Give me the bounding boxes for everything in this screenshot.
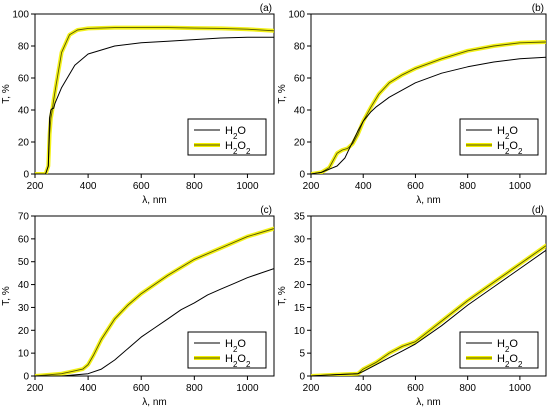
series-line-h2o: [311, 249, 546, 376]
x-tick-label: 600: [407, 181, 424, 192]
legend-box: [459, 118, 539, 156]
y-tick-label: 10: [294, 326, 306, 337]
series-line-h2o2: [311, 41, 546, 174]
x-tick-label: 1000: [236, 181, 259, 192]
x-tick-label: 600: [133, 383, 150, 394]
y-tick-label: 20: [18, 138, 30, 149]
plot-frame: [34, 13, 275, 175]
y-tick-label: 80: [294, 42, 306, 53]
x-axis-label: λ, nm: [142, 397, 166, 408]
series-group: [311, 40, 546, 174]
x-tick-label: 800: [459, 181, 476, 192]
chart-panel-4: 0 5 10 15 20 25 30 35 200 400 600 800 1000 λ, nm T, % (…: [277, 205, 547, 408]
y-tick-label: 0: [23, 372, 29, 383]
panel-label: (c): [260, 205, 272, 216]
y-tick-label: 100: [288, 10, 305, 21]
y-axis-label: T, %: [1, 84, 12, 104]
y-tick-label: 40: [294, 106, 306, 117]
x-tick-label: 400: [355, 383, 372, 394]
y-axis-label: T, %: [277, 286, 288, 306]
series-line-h2o: [35, 268, 274, 376]
panel-label: (a): [260, 3, 272, 14]
series-group: [35, 25, 274, 174]
x-tick-label: 200: [303, 383, 320, 394]
x-tick-label: 200: [27, 383, 44, 394]
y-axis-label: T, %: [1, 286, 12, 306]
y-tick-label: 0: [299, 372, 305, 383]
y-tick-label: 70: [18, 212, 30, 223]
legend-label-h2o: H2O: [225, 338, 246, 354]
y-tick-label: 80: [18, 42, 30, 53]
y-tick-label: 15: [294, 303, 306, 314]
legend-label-h2o: H2O: [225, 125, 246, 141]
y-tick-label: 60: [18, 234, 30, 245]
y-tick-label: 20: [294, 138, 306, 149]
y-tick-label: 30: [294, 234, 306, 245]
x-tick-label: 400: [80, 383, 97, 394]
x-tick-label: 200: [27, 181, 44, 192]
x-tick-label: 1000: [509, 181, 532, 192]
y-tick-label: 60: [294, 74, 306, 85]
y-tick-label: 20: [294, 280, 306, 291]
y-tick-label: 30: [18, 303, 30, 314]
series-line-h2o2: [35, 228, 274, 376]
y-tick-label: 10: [18, 349, 30, 360]
legend-label-h2o2: H2O2: [225, 353, 251, 369]
x-tick-label: 400: [80, 181, 97, 192]
y-tick-label: 0: [23, 170, 29, 181]
y-tick-label: 0: [299, 170, 305, 181]
x-tick-label: 600: [407, 383, 424, 394]
legend-box: [187, 331, 267, 369]
plot-frame: [310, 215, 547, 377]
legend-box: [459, 331, 539, 369]
chart-panel-2: 0 20 40 60 80 100 200 400 600 800 1000 λ, nm T, % (b)…: [277, 3, 547, 206]
y-tick-label: 35: [294, 212, 306, 223]
legend-label-h2o2: H2O2: [497, 140, 523, 156]
y-tick-label: 20: [18, 326, 30, 337]
legend-box: [187, 118, 267, 156]
y-axis-label: T, %: [277, 84, 288, 104]
series-group: [311, 243, 546, 376]
series-group: [35, 226, 274, 376]
x-tick-label: 200: [303, 181, 320, 192]
legend-label-h2o2: H2O2: [225, 140, 251, 156]
y-tick-label: 100: [12, 10, 29, 21]
chart-panel-1: 0 20 40 60 80 100 200 400 600 800 1000 λ, nm T, % (a)…: [1, 3, 275, 206]
x-tick-label: 1000: [509, 383, 532, 394]
x-tick-label: 1000: [236, 383, 259, 394]
x-axis-label: λ, nm: [416, 195, 440, 206]
y-tick-label: 5: [299, 349, 305, 360]
x-tick-label: 800: [186, 181, 203, 192]
legend-label-h2o: H2O: [497, 125, 518, 141]
y-tick-label: 40: [18, 106, 30, 117]
series-line-h2o: [35, 36, 274, 174]
x-tick-label: 600: [133, 181, 150, 192]
x-axis-label: λ, nm: [142, 195, 166, 206]
y-tick-label: 40: [18, 280, 30, 291]
x-tick-label: 800: [459, 383, 476, 394]
panel-label: (d): [532, 205, 544, 216]
series-line-h2o: [311, 56, 546, 174]
y-tick-label: 25: [294, 257, 306, 268]
plot-frame: [310, 13, 547, 175]
legend-label-h2o: H2O: [497, 338, 518, 354]
y-tick-label: 50: [18, 257, 30, 268]
x-axis-label: λ, nm: [416, 397, 440, 408]
panel-label: (b): [532, 3, 544, 14]
y-tick-label: 60: [18, 74, 30, 85]
plot-frame: [34, 215, 275, 377]
x-tick-label: 400: [355, 181, 372, 192]
x-tick-label: 800: [186, 383, 203, 394]
legend-label-h2o2: H2O2: [497, 353, 523, 369]
chart-panel-3: 0 10 20 30 40 50 60 70 200 400 600 800 1000 λ, nm T, %…: [1, 205, 275, 408]
